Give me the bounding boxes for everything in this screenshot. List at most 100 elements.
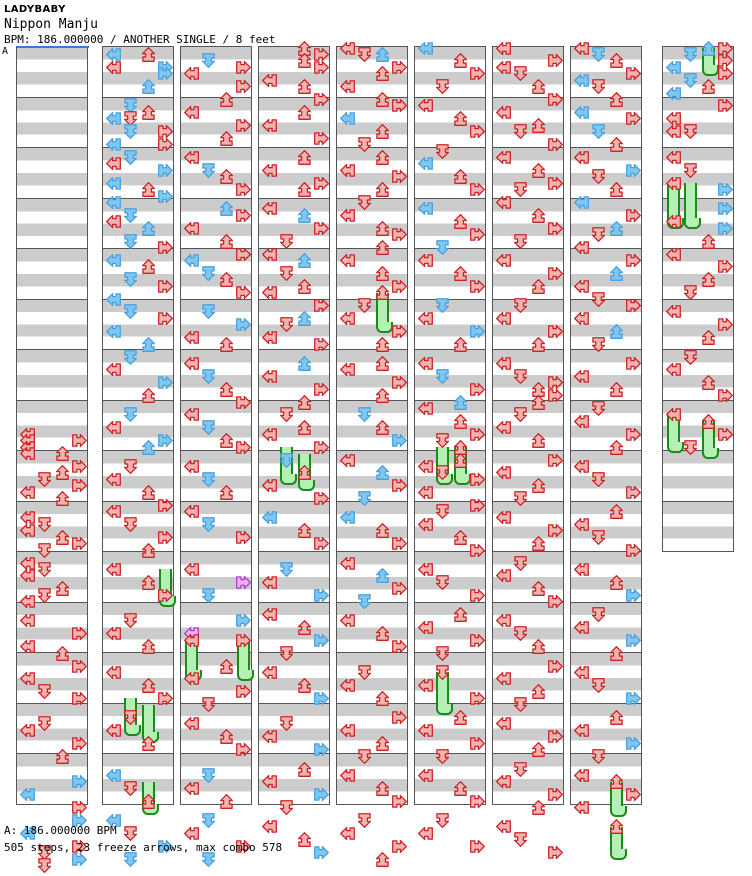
bpm-marker-bar[interactable]	[17, 46, 89, 48]
measure	[493, 500, 563, 552]
measure	[493, 197, 563, 249]
chart-stats: 505 steps, 23 freeze arrows, max combo 5…	[4, 841, 283, 854]
measure	[181, 248, 251, 300]
measure	[17, 147, 87, 199]
measure	[17, 753, 87, 805]
measure	[415, 248, 485, 300]
freeze-arrow-body[interactable]	[375, 292, 393, 334]
measure	[181, 450, 251, 502]
measure	[571, 96, 641, 148]
note-arrow-left[interactable]	[261, 818, 278, 835]
note-arrow-right[interactable]	[547, 844, 564, 861]
chart-column-6[interactable]	[414, 41, 486, 853]
measure	[663, 349, 733, 401]
measure	[103, 652, 173, 704]
freeze-arrow-body[interactable]	[609, 826, 627, 860]
chart-column-7[interactable]	[492, 41, 564, 860]
measure	[259, 551, 329, 603]
measure	[181, 298, 251, 350]
measure	[493, 753, 563, 805]
freeze-arrow-body[interactable]	[683, 183, 701, 229]
column-measures	[258, 40, 330, 860]
measure	[259, 601, 329, 653]
chart-column-1[interactable]	[16, 46, 89, 873]
note-arrow-down[interactable]	[200, 812, 217, 829]
bpm-marker-label: A	[2, 46, 9, 57]
freeze-arrow-body[interactable]	[666, 414, 684, 453]
freeze-arrow-body[interactable]	[123, 698, 141, 736]
measure	[493, 147, 563, 199]
measure	[415, 399, 485, 451]
measure	[259, 500, 329, 552]
freeze-arrow-body[interactable]	[701, 421, 719, 460]
freeze-arrow-body[interactable]	[158, 569, 176, 608]
note-arrow-up[interactable]	[296, 831, 313, 848]
measure	[337, 601, 407, 653]
column-measures	[662, 40, 734, 552]
measure	[571, 46, 641, 98]
note-arrow-right[interactable]	[313, 844, 330, 861]
note-arrow-left[interactable]	[495, 818, 512, 835]
note-arrow-up[interactable]	[374, 851, 391, 868]
chart-column-8[interactable]	[570, 41, 642, 860]
measure	[663, 450, 733, 502]
measure	[259, 197, 329, 249]
freeze-arrow-body[interactable]	[141, 781, 159, 815]
artist-name: LADYBABY	[4, 4, 66, 15]
measure	[337, 349, 407, 401]
note-arrow-right[interactable]	[469, 838, 486, 855]
note-arrow-down[interactable]	[434, 812, 451, 829]
note-arrow-right[interactable]	[391, 838, 408, 855]
measure	[571, 399, 641, 451]
measure	[181, 551, 251, 603]
note-arrow-left[interactable]	[183, 825, 200, 842]
note-arrow-down[interactable]	[122, 825, 139, 842]
measure	[337, 248, 407, 300]
freeze-arrow-body[interactable]	[701, 48, 719, 76]
freeze-arrow-body[interactable]	[141, 704, 159, 743]
bpm-legend: A: 186.000000 BPM	[4, 824, 117, 837]
chart-column-5[interactable]	[336, 41, 408, 867]
song-title: Nippon Manju	[4, 17, 98, 32]
measure	[103, 753, 173, 805]
freeze-arrow-body[interactable]	[453, 447, 471, 485]
freeze-arrow-body[interactable]	[236, 640, 254, 682]
column-measures	[336, 41, 408, 867]
note-arrow-down[interactable]	[512, 831, 529, 848]
freeze-arrow-body[interactable]	[435, 672, 453, 716]
note-arrow-down[interactable]	[36, 857, 53, 874]
measure	[415, 147, 485, 199]
note-arrow-down[interactable]	[356, 812, 373, 829]
measure	[571, 147, 641, 199]
measure	[17, 450, 87, 502]
chart-column-9[interactable]	[662, 40, 734, 552]
freeze-arrow-body[interactable]	[184, 640, 202, 682]
chart-column-3[interactable]	[180, 46, 254, 867]
measure	[493, 96, 563, 148]
measure	[337, 298, 407, 350]
measure	[663, 46, 733, 98]
freeze-arrow-body[interactable]	[609, 781, 627, 818]
freeze-arrow-body[interactable]	[666, 183, 684, 229]
measure	[415, 46, 485, 98]
measure	[259, 753, 329, 805]
freeze-arrow-body[interactable]	[297, 453, 315, 492]
note-arrow-left[interactable]	[417, 825, 434, 842]
freeze-arrow-body[interactable]	[279, 447, 297, 485]
measure	[181, 399, 251, 451]
measure	[337, 96, 407, 148]
measure	[493, 349, 563, 401]
chart-column-4[interactable]	[258, 40, 330, 860]
chart-column-2[interactable]	[102, 46, 176, 867]
column-measures	[414, 41, 486, 853]
freeze-arrow-body[interactable]	[435, 447, 453, 485]
measure	[181, 500, 251, 552]
measure	[493, 298, 563, 350]
measure	[571, 753, 641, 805]
measure	[493, 399, 563, 451]
measure	[571, 248, 641, 300]
note-arrow-left[interactable]	[339, 825, 356, 842]
measure	[181, 349, 251, 401]
measure	[571, 551, 641, 603]
